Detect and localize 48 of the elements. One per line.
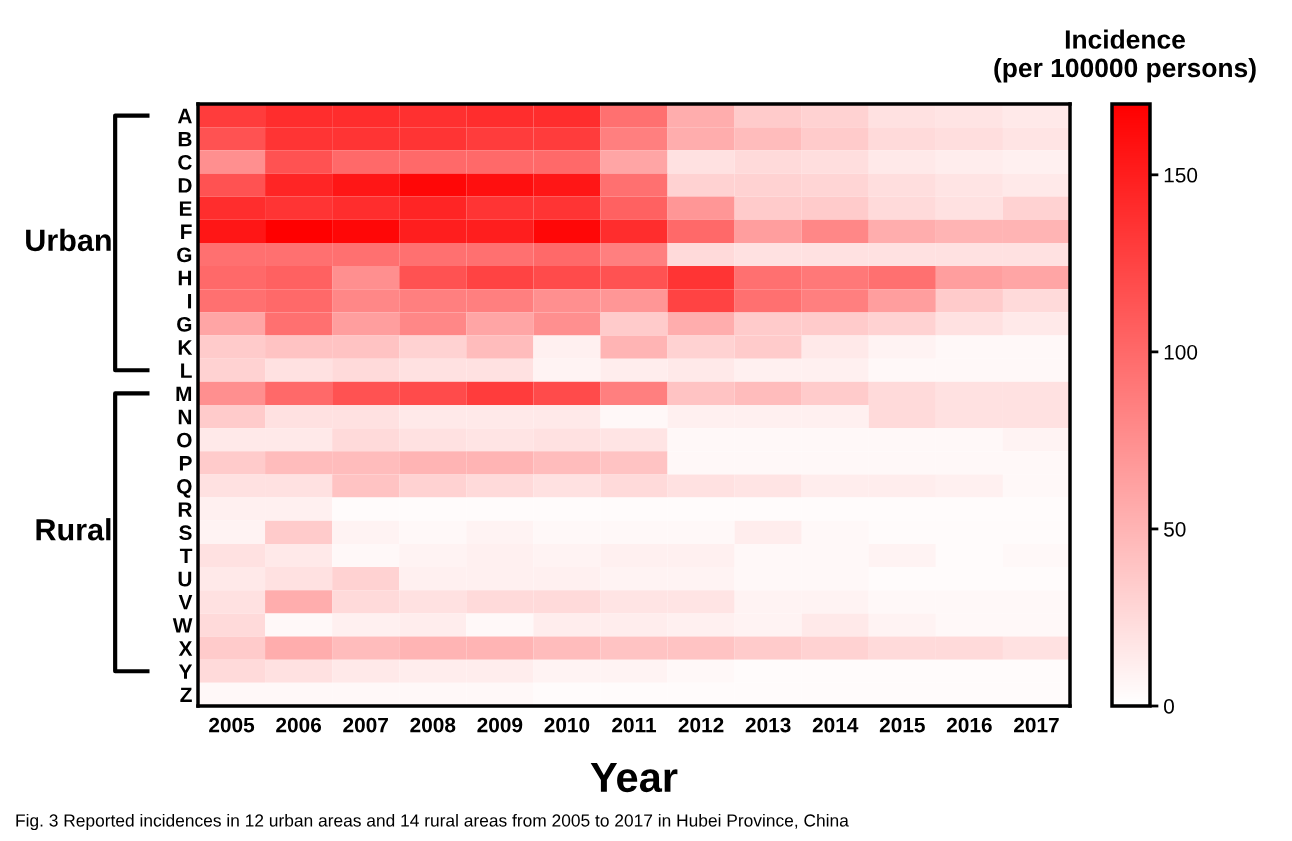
y-tick-label: B bbox=[178, 131, 192, 147]
y-tick-label: D bbox=[178, 178, 192, 193]
color-bar-label: 0 bbox=[1164, 699, 1174, 714]
y-tick-label: Y bbox=[178, 664, 193, 679]
color-bar-label: 150 bbox=[1164, 167, 1198, 183]
color-bar-label: 50 bbox=[1164, 521, 1186, 537]
x-tick-label: 2013 bbox=[745, 717, 791, 733]
y-tick-label: L bbox=[181, 363, 192, 378]
color-bar-title: Incidence (per 100000 persons) bbox=[994, 29, 1256, 83]
y-tick-label: T bbox=[179, 548, 193, 564]
x-tick-label: 2017 bbox=[1014, 717, 1059, 733]
y-tick-label: E bbox=[179, 201, 192, 216]
x-tick-label: 2011 bbox=[612, 717, 657, 733]
y-tick-label: G bbox=[177, 316, 192, 332]
text: Urban bbox=[26, 228, 111, 252]
x-tick-label: 2009 bbox=[477, 717, 523, 733]
text: Rural bbox=[36, 518, 111, 541]
x-tick-label: 2010 bbox=[544, 717, 590, 733]
y-tick-label: R bbox=[178, 502, 193, 517]
y-tick-label: Q bbox=[177, 479, 192, 498]
y-tick-label: M bbox=[176, 386, 192, 401]
y-tick-label: K bbox=[178, 340, 193, 355]
y-tick-label: H bbox=[178, 270, 192, 286]
y-tick-label: V bbox=[178, 595, 193, 610]
x-tick-label: 2016 bbox=[946, 717, 992, 733]
color-bar-label: 100 bbox=[1164, 344, 1198, 360]
y-tick-label: G bbox=[177, 247, 192, 263]
y-tick-label: U bbox=[178, 571, 192, 587]
y-tick-label: O bbox=[177, 432, 192, 448]
y-tick-label: X bbox=[178, 641, 193, 656]
x-tick-label: 2012 bbox=[678, 717, 724, 733]
x-tick-label: 2014 bbox=[812, 717, 859, 733]
y-tick-label: Z bbox=[180, 687, 192, 702]
caption: Fig. 3 Reported incidences in 12 urban areas and 14 rural areas from 2005 to 2017 in Hubei Province, China bbox=[16, 813, 849, 831]
x-axis-title: Year bbox=[590, 763, 678, 793]
y-tick-label: A bbox=[177, 108, 192, 124]
y-tick-label: P bbox=[179, 456, 192, 471]
x-tick-label: 2008 bbox=[410, 717, 456, 733]
y-tick-label: N bbox=[178, 409, 192, 425]
x-tick-label: 2005 bbox=[209, 717, 255, 733]
x-tick-label: 2007 bbox=[343, 717, 388, 733]
y-tick-label: F bbox=[181, 224, 192, 239]
y-tick-label: C bbox=[178, 154, 192, 170]
x-tick-label: 2006 bbox=[276, 717, 322, 733]
x-tick-label: 2015 bbox=[879, 717, 925, 733]
y-tick-label: I bbox=[188, 294, 192, 309]
y-tick-label: W bbox=[172, 618, 193, 633]
y-tick-label: S bbox=[179, 525, 192, 541]
